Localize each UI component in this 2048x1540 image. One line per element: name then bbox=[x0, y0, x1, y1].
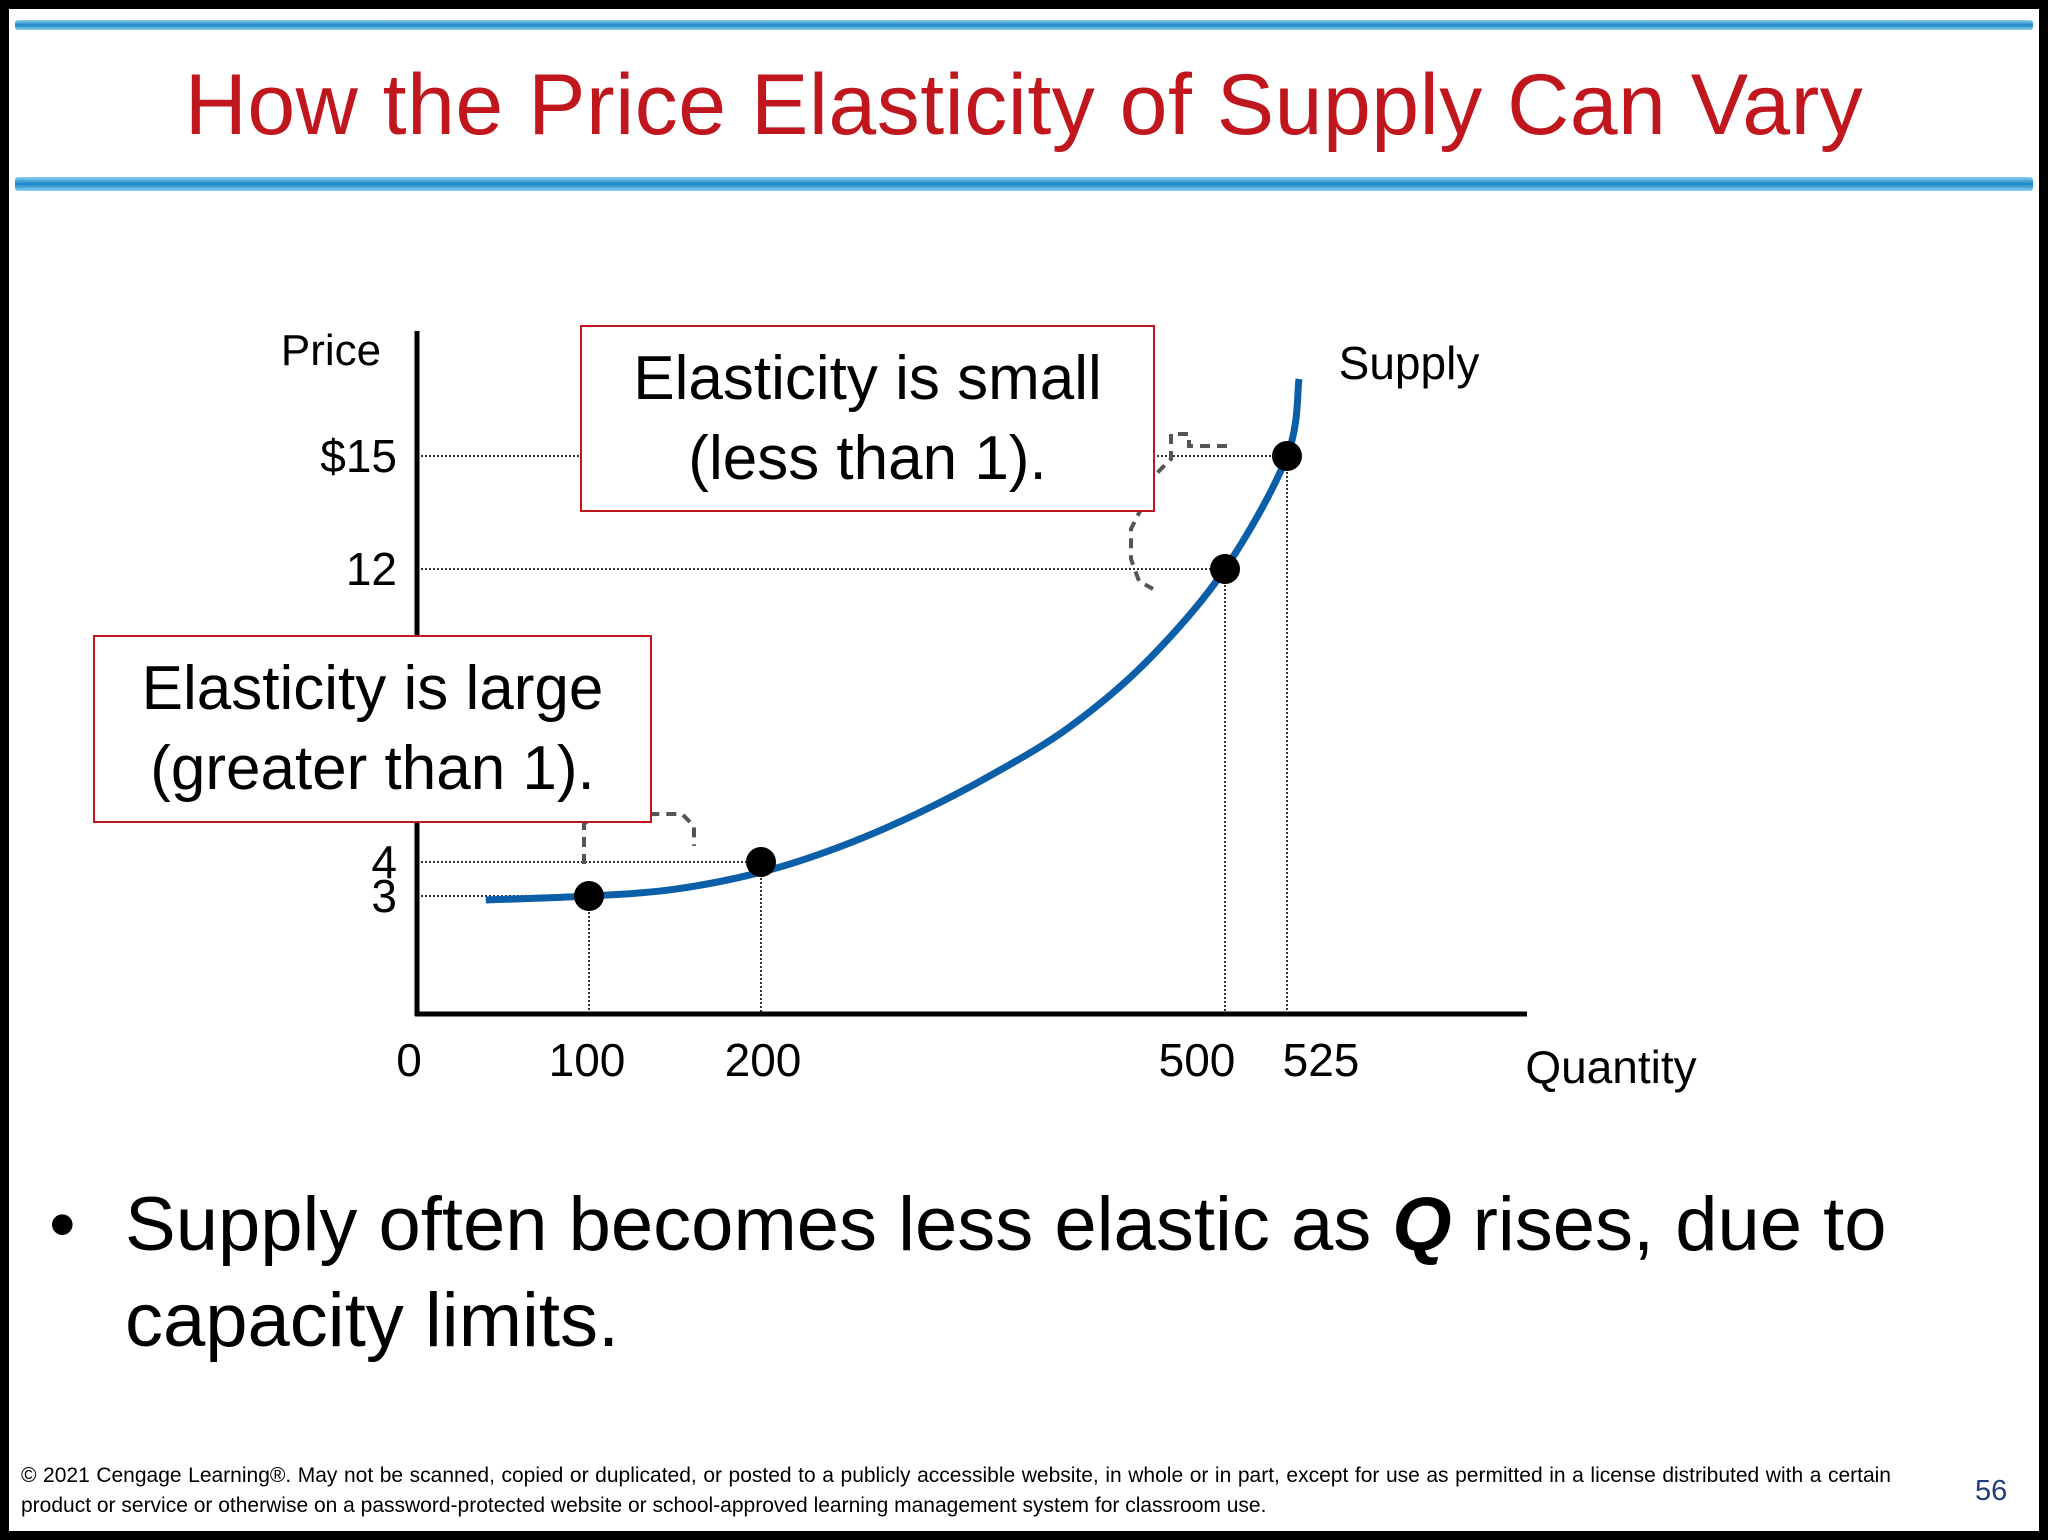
copyright-footer: © 2021 Cengage Learning®. May not be sca… bbox=[21, 1464, 1891, 1517]
x-axis-title: Quantity bbox=[1525, 1041, 1696, 1093]
series-label-supply: Supply bbox=[1339, 337, 1480, 389]
callout-small-line-2: (less than 1). bbox=[688, 424, 1047, 493]
title-bar: How the Price Elasticity of Supply Can V… bbox=[9, 9, 2039, 199]
bullet-text-emphasis: Q bbox=[1392, 1182, 1452, 1267]
y-tick-label-2: 12 bbox=[346, 543, 397, 595]
title-rule-bottom bbox=[15, 177, 2033, 191]
y-tick-label-0: 3 bbox=[371, 870, 397, 922]
y-tick-label-3: $15 bbox=[320, 430, 397, 482]
y-axis-title: Price bbox=[281, 326, 381, 375]
supply-chart: 34 12 $15 100 200 500 525 0 Price Quantity Supply bbox=[281, 326, 1697, 1093]
x-tick-label-2: 500 bbox=[1159, 1034, 1236, 1086]
title-rule-top bbox=[15, 20, 2033, 30]
bullet-text-prefix: Supply often becomes less elastic as bbox=[125, 1182, 1393, 1267]
x-tick-label-1: 200 bbox=[725, 1034, 802, 1086]
x-tick-label-0: 100 bbox=[549, 1034, 626, 1086]
callout-large-line-2: (greater than 1). bbox=[150, 734, 595, 803]
bullet-text: Supply often becomes less elastic as Q r… bbox=[125, 1177, 1925, 1369]
slide-title: How the Price Elasticity of Supply Can V… bbox=[184, 57, 1864, 153]
origin-label: 0 bbox=[396, 1034, 422, 1086]
x-tick-label-3: 525 bbox=[1283, 1034, 1360, 1086]
supply-point-0 bbox=[574, 881, 604, 911]
callout-elasticity-small: Elasticity is small (less than 1). bbox=[580, 325, 1155, 512]
page-number: 56 bbox=[1975, 1475, 2008, 1507]
callout-small-line-1: Elasticity is small bbox=[633, 344, 1102, 413]
supply-point-2 bbox=[1210, 554, 1240, 584]
callout-large-line-1: Elasticity is large bbox=[141, 654, 604, 723]
bullet-text-suffix: rises, due to capacity limits. bbox=[125, 1182, 1887, 1363]
supply-point-1 bbox=[746, 847, 776, 877]
callout-elasticity-large: Elasticity is large (greater than 1). bbox=[93, 635, 652, 823]
y-tick-label-1: 4 bbox=[371, 836, 397, 888]
bullet-dot: • bbox=[49, 1182, 76, 1267]
supply-point-3 bbox=[1272, 441, 1302, 471]
